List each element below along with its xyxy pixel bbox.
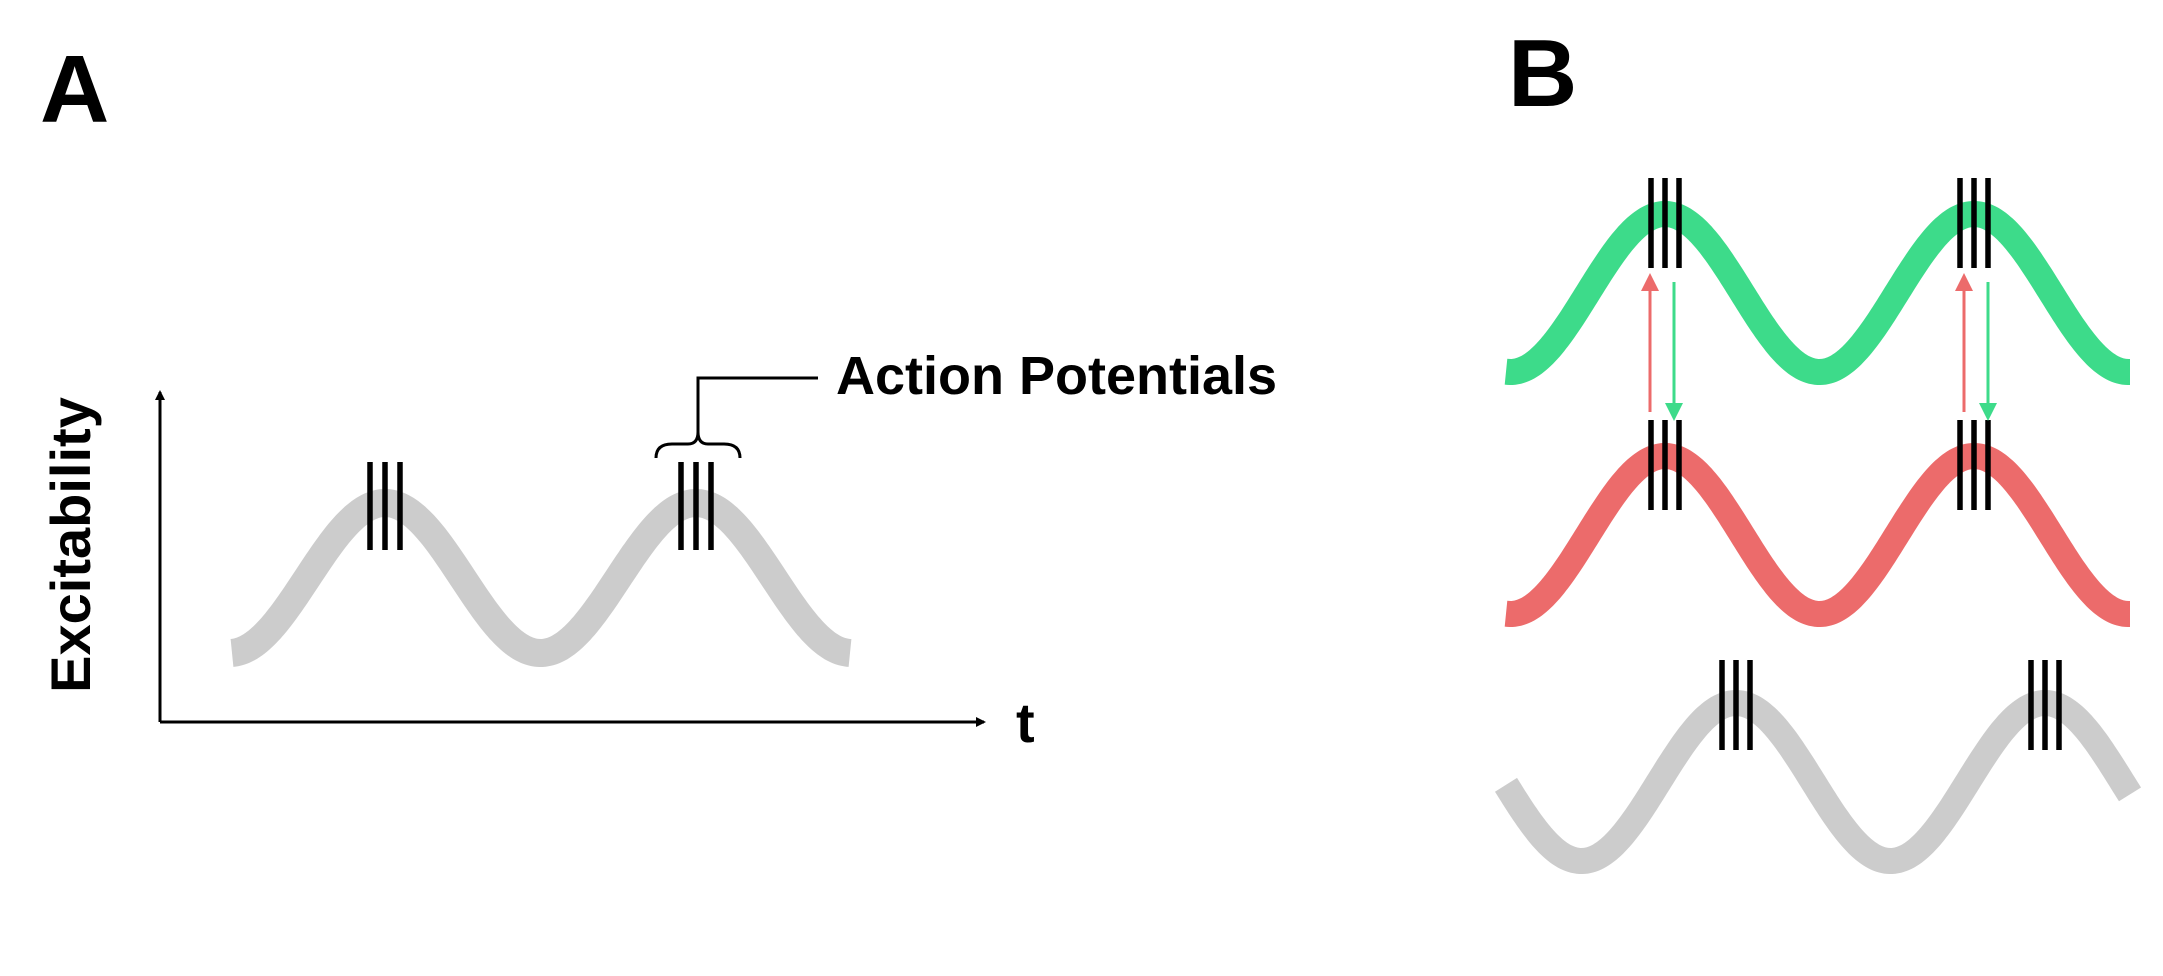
panel-a: A Excitability t Action Potentials <box>39 36 1277 754</box>
middle-spike-burst-2 <box>1957 420 1991 510</box>
lower-oscillation-wave <box>1494 689 2142 874</box>
spike-burst-1 <box>367 462 403 550</box>
annotation-leader-line <box>696 376 818 432</box>
panel-a-label: A <box>40 36 109 143</box>
spike-burst-2 <box>678 462 714 550</box>
upper-oscillation-wave <box>1504 200 2130 385</box>
x-axis-label: t <box>1016 691 1035 754</box>
upper-spike-burst-2 <box>1957 178 1991 268</box>
y-axis-label: Excitability <box>39 397 102 693</box>
middle-spike-burst-1 <box>1648 420 1682 510</box>
panel-b-label: B <box>1508 20 1577 127</box>
panel-b: B <box>1494 20 2142 874</box>
lower-spike-burst-1 <box>1719 660 1753 750</box>
action-potentials-label: Action Potentials <box>836 346 1277 406</box>
brace-icon <box>654 431 742 459</box>
middle-oscillation-wave <box>1504 442 2130 627</box>
lower-spike-burst-2 <box>2028 660 2062 750</box>
excitability-wave <box>230 488 852 667</box>
upper-spike-burst-1 <box>1648 178 1682 268</box>
